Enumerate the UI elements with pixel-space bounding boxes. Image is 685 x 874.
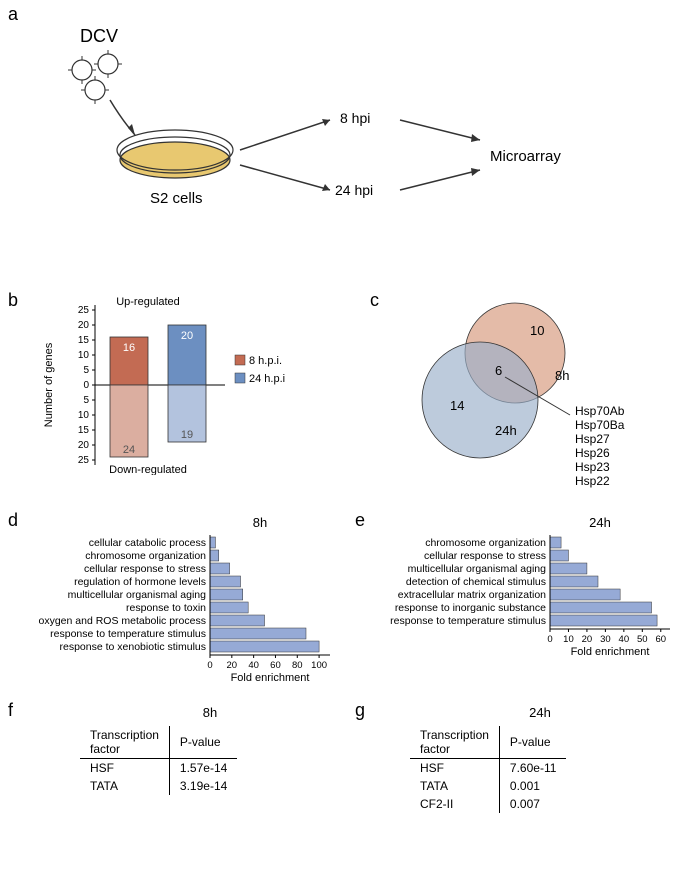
svg-text:multicellular organismal aging: multicellular organismal aging <box>408 563 546 575</box>
s2-label: S2 cells <box>150 190 203 207</box>
svg-text:20: 20 <box>78 440 90 451</box>
svg-text:cellular catabolic process: cellular catabolic process <box>89 537 206 549</box>
svg-text:24h: 24h <box>589 515 611 530</box>
svg-text:Down-regulated: Down-regulated <box>109 464 187 475</box>
t2-label: 24 hpi <box>335 182 373 198</box>
svg-text:15: 15 <box>78 425 90 436</box>
svg-text:20: 20 <box>582 634 593 645</box>
svg-text:40: 40 <box>248 660 259 671</box>
svg-text:multicellular organismal aging: multicellular organismal aging <box>68 589 206 601</box>
svg-text:25: 25 <box>78 455 90 466</box>
microarray-label: Microarray <box>490 148 561 165</box>
svg-text:Number of genes: Number of genes <box>43 342 55 427</box>
panel-e-chart: 24h chromosome organizationcellular respo… <box>360 515 680 685</box>
label-b: b <box>8 290 18 311</box>
svg-text:50: 50 <box>637 634 648 645</box>
svg-text:response to temperature stimul: response to temperature stimulus <box>390 615 546 627</box>
svg-text:15: 15 <box>78 335 90 346</box>
svg-text:8h: 8h <box>253 515 267 530</box>
svg-text:response to temperature stimul: response to temperature stimulus <box>50 628 206 640</box>
svg-text:6: 6 <box>495 363 502 378</box>
svg-text:Up-regulated: Up-regulated <box>116 296 180 308</box>
svg-text:20: 20 <box>227 660 238 671</box>
svg-text:8h: 8h <box>555 368 569 383</box>
svg-text:10: 10 <box>530 323 544 338</box>
svg-text:24 h.p.i: 24 h.p.i <box>249 373 285 385</box>
svg-text:cellular response to stress: cellular response to stress <box>84 563 206 575</box>
svg-text:chromosome organization: chromosome organization <box>85 550 206 562</box>
label-g: g <box>355 700 365 721</box>
svg-text:25: 25 <box>78 305 90 316</box>
svg-text:5: 5 <box>83 365 89 376</box>
svg-text:Hsp26: Hsp26 <box>575 446 610 460</box>
svg-text:20: 20 <box>181 330 193 342</box>
svg-text:0: 0 <box>207 660 212 671</box>
svg-text:oxygen and ROS metabolic proce: oxygen and ROS metabolic process <box>38 615 206 627</box>
svg-text:40: 40 <box>619 634 630 645</box>
svg-text:8 h.p.i.: 8 h.p.i. <box>249 355 282 367</box>
panel-b-chart: 0 5 5 10 10 15 15 20 20 25 25 Number of genes 16 24 20… <box>40 295 330 485</box>
svg-text:Hsp70Ab: Hsp70Ab <box>575 404 625 418</box>
label-c: c <box>370 290 379 311</box>
svg-text:chromosome organization: chromosome organization <box>425 537 546 549</box>
svg-text:Hsp70Ba: Hsp70Ba <box>575 418 625 432</box>
t1-label: 8 hpi <box>340 110 370 126</box>
svg-text:response to inorganic substanc: response to inorganic substance <box>395 602 546 614</box>
panel-f-table: 8hTranscriptionfactorP-valueHSF1.57e-14T… <box>80 705 340 795</box>
svg-text:Hsp22: Hsp22 <box>575 474 610 488</box>
svg-text:extracellular matrix organizat: extracellular matrix organization <box>398 589 546 601</box>
svg-text:Fold enrichment: Fold enrichment <box>231 672 310 684</box>
svg-text:24: 24 <box>123 444 135 456</box>
svg-text:16: 16 <box>123 342 135 354</box>
svg-text:20: 20 <box>78 320 90 331</box>
panel-c-venn: 10 8h 14 6 24h Hsp70AbHsp70BaHsp27Hsp26Hsp23H… <box>380 295 670 495</box>
svg-text:14: 14 <box>450 398 464 413</box>
svg-text:60: 60 <box>270 660 281 671</box>
svg-text:Hsp27: Hsp27 <box>575 432 610 446</box>
panel-g-table: 24hTranscriptionfactorP-valueHSF7.60e-11… <box>410 705 670 813</box>
svg-text:Fold enrichment: Fold enrichment <box>571 646 650 658</box>
svg-text:24h: 24h <box>495 423 517 438</box>
svg-text:Hsp23: Hsp23 <box>575 460 610 474</box>
svg-text:detection of chemical stimulus: detection of chemical stimulus <box>406 576 546 588</box>
svg-text:100: 100 <box>311 660 327 671</box>
svg-text:0: 0 <box>83 380 89 391</box>
label-d: d <box>8 510 18 531</box>
label-f: f <box>8 700 13 721</box>
svg-text:60: 60 <box>655 634 666 645</box>
svg-text:19: 19 <box>181 429 193 441</box>
svg-text:80: 80 <box>292 660 303 671</box>
svg-text:cellular response to stress: cellular response to stress <box>424 550 546 562</box>
svg-text:response to xenobiotic stimulu: response to xenobiotic stimulus <box>60 641 207 653</box>
svg-text:regulation of hormone levels: regulation of hormone levels <box>74 576 206 588</box>
svg-text:10: 10 <box>78 410 90 421</box>
svg-text:10: 10 <box>78 350 90 361</box>
panel-d-chart: 8h cellular catabolic processchromosome o… <box>20 515 340 685</box>
svg-text:0: 0 <box>547 634 552 645</box>
svg-text:response to toxin: response to toxin <box>126 602 206 614</box>
svg-text:5: 5 <box>83 395 89 406</box>
svg-text:30: 30 <box>600 634 611 645</box>
label-a: a <box>8 4 18 25</box>
svg-text:10: 10 <box>563 634 574 645</box>
